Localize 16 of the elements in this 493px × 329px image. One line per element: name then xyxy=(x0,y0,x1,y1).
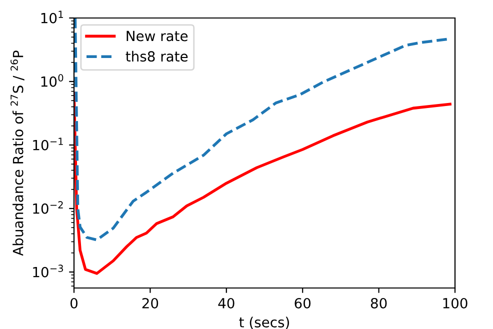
y-tick-label: 10$^{−1}$ xyxy=(33,138,63,150)
legend-label: New rate xyxy=(126,30,188,42)
y-tick-label: 10$^{−3}$ xyxy=(33,264,63,278)
x-axis-title: t (secs) xyxy=(239,316,289,329)
x-tick-label: 60 xyxy=(294,298,311,308)
y-tick-label: 10$^{−2}$ xyxy=(33,201,63,214)
line-series xyxy=(74,92,452,275)
y-axis-title: Abuandance Ratio of $^{27}$S / $^{26}$P xyxy=(10,50,24,256)
x-tick-label: 20 xyxy=(142,298,158,308)
y-tick-label: 10$^{0}$ xyxy=(41,74,64,87)
x-tick-label: 0 xyxy=(70,298,78,308)
x-tick-label: 80 xyxy=(370,298,387,308)
x-tick-label: 40 xyxy=(218,298,234,308)
legend-label: ths8 rate xyxy=(126,50,188,62)
x-tick-label: 100 xyxy=(443,298,468,308)
y-tick-label: 10$^{1}$ xyxy=(41,10,63,24)
